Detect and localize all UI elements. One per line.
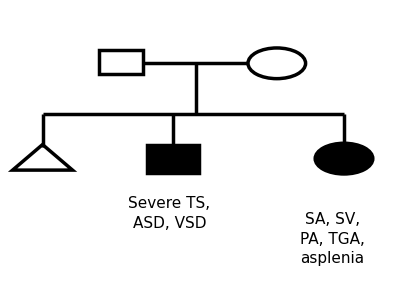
Ellipse shape [248,48,306,79]
Bar [147,145,199,173]
Text: SA, SV,
PA, TGA,
asplenia: SA, SV, PA, TGA, asplenia [300,212,365,267]
Text: Severe TS,
ASD, VSD: Severe TS, ASD, VSD [128,197,210,231]
Bar [99,50,143,74]
Ellipse shape [315,143,373,174]
Polygon shape [13,145,72,170]
